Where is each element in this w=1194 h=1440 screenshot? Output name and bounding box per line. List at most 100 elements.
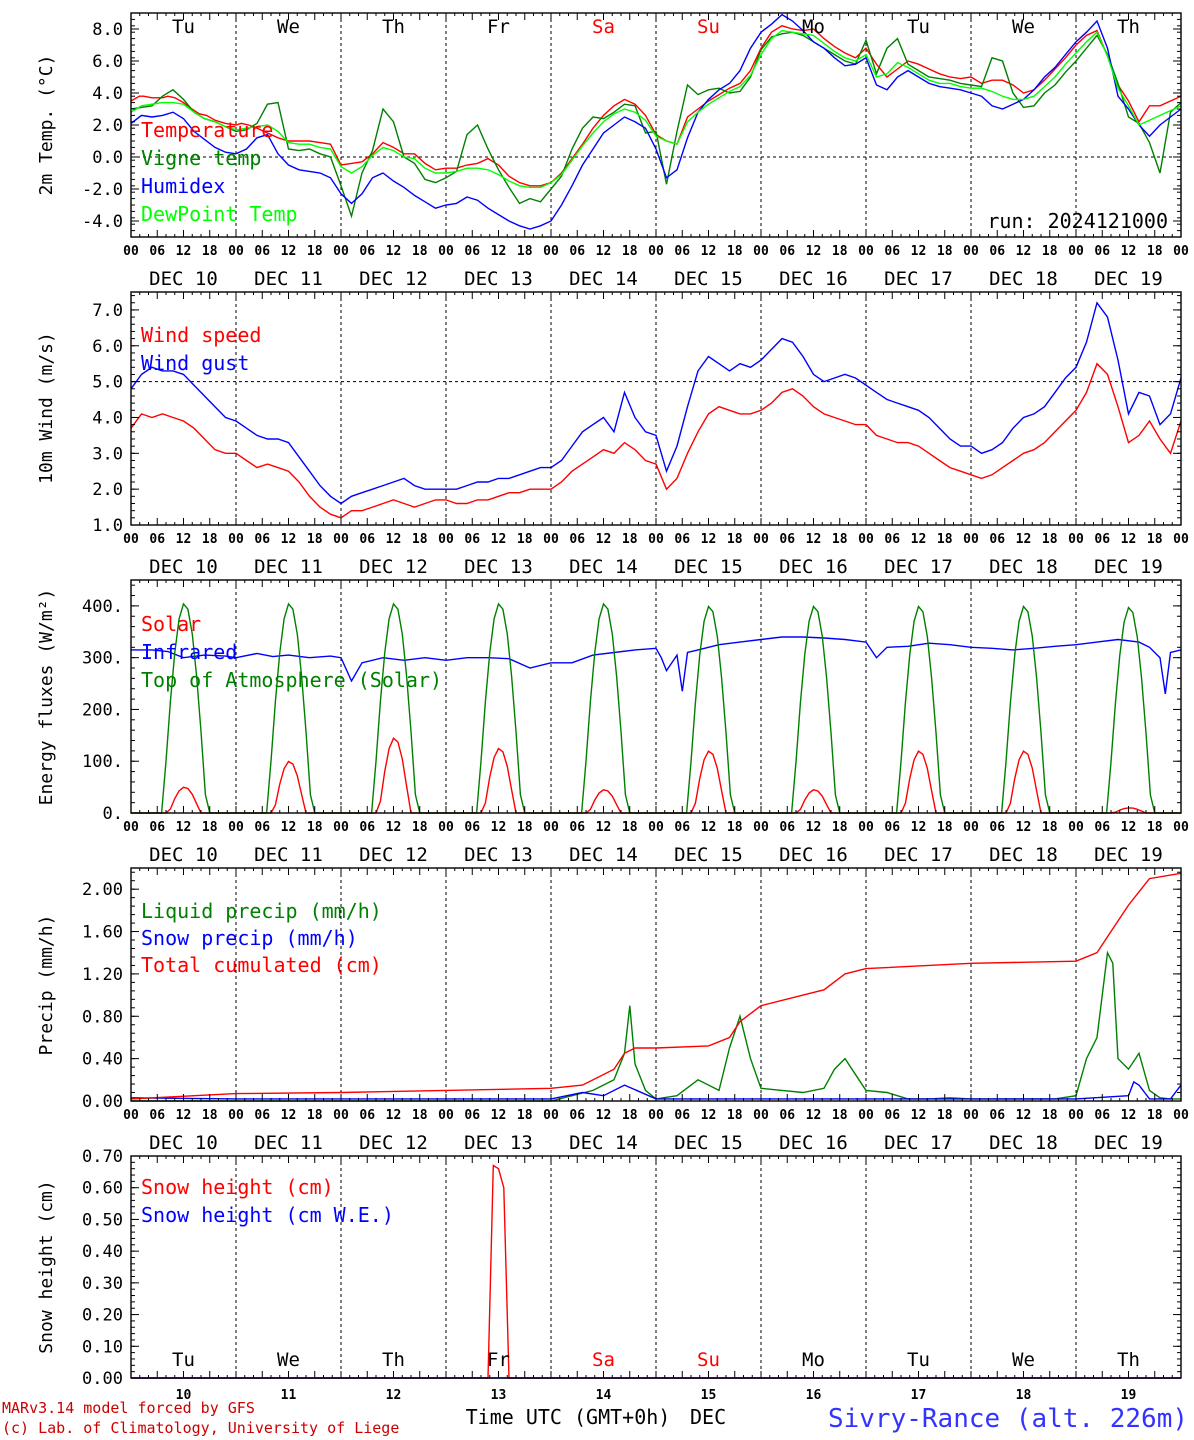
x-hour-label: 12 [701, 820, 717, 835]
weekday-label: Su [697, 1349, 720, 1371]
weekday-label: Th [1117, 1349, 1140, 1371]
x-hour-label: 06 [674, 1108, 690, 1123]
x-hour-label: 12 [596, 1108, 612, 1123]
legend-entry: Vigne temp [141, 146, 261, 170]
weekday-label: Sa [592, 1349, 615, 1371]
x-hour-label: 12 [596, 244, 612, 259]
x-hour-label: 12 [176, 244, 192, 259]
legend-entry: Wind gust [141, 351, 249, 375]
weekday-label: Fr [487, 1349, 510, 1371]
legend-entry: Top of Atmosphere (Solar) [141, 668, 442, 692]
x-hour-label: 06 [254, 1108, 270, 1123]
y-tick-label: 400. [82, 597, 123, 617]
x-hour-label: 06 [569, 1108, 585, 1123]
x-hour-label: 12 [1016, 820, 1032, 835]
date-label: DEC 13 [464, 844, 533, 866]
x-hour-label: 12 [1016, 1108, 1032, 1123]
y-tick-label: 0.30 [82, 1274, 123, 1294]
x-hour-label: 06 [884, 820, 900, 835]
x-hour-label: 18 [307, 532, 323, 547]
x-hour-label: 06 [149, 244, 165, 259]
y-axis-label: Precip (mm/h) [36, 915, 57, 1056]
x-hour-label: 00 [753, 244, 769, 259]
x-hour-label: 00 [438, 1108, 454, 1123]
y-tick-label: 6.0 [92, 337, 123, 357]
x-hour-label: 00 [753, 820, 769, 835]
x-hour-label: 06 [779, 820, 795, 835]
x-hour-label: 06 [254, 820, 270, 835]
x-hour-label: 00 [333, 820, 349, 835]
x-hour-label: 18 [727, 532, 743, 547]
date-label: DEC 10 [149, 844, 218, 866]
x-hour-label: 06 [359, 820, 375, 835]
y-tick-label: 0. [103, 804, 123, 824]
x-hour-label: 06 [989, 532, 1005, 547]
weekday-label: Tu [907, 16, 930, 38]
x-hour-label: 18 [1042, 820, 1058, 835]
x-hour-label: 18 [1147, 244, 1163, 259]
date-label: DEC 12 [359, 1132, 428, 1154]
x-hour-label: 18 [727, 244, 743, 259]
x-axis-label-suffix: DEC [690, 1405, 726, 1429]
y-tick-label: 0.20 [82, 1306, 123, 1326]
day-number-label: 18 [1016, 1388, 1032, 1403]
x-hour-label: 00 [228, 820, 244, 835]
x-hour-label: 18 [727, 820, 743, 835]
date-label: DEC 10 [149, 556, 218, 578]
series-line-1-1 [130, 25, 1182, 187]
x-hour-label: 06 [359, 1108, 375, 1123]
x-hour-label: 00 [648, 1108, 664, 1123]
legend-entry: Snow precip (mm/h) [141, 926, 358, 950]
y-tick-label: 5.0 [92, 373, 123, 393]
chart-panel-3: 0. 100. 200. 300. 400. Energy fluxes (W/m²) So… [36, 579, 1189, 866]
date-label: DEC 13 [464, 556, 533, 578]
date-label: DEC 19 [1094, 1132, 1163, 1154]
date-label: DEC 12 [359, 844, 428, 866]
x-hour-label: 12 [596, 820, 612, 835]
legend-entry: Snow height (cm) [141, 1175, 334, 1199]
x-hour-label: 18 [202, 820, 218, 835]
date-label: DEC 11 [254, 556, 323, 578]
x-hour-label: 18 [307, 1108, 323, 1123]
x-hour-label: 18 [727, 1108, 743, 1123]
series-line-1-4 [130, 29, 1182, 189]
x-hour-label: 06 [464, 1108, 480, 1123]
y-tick-label: 0.80 [82, 1007, 123, 1027]
date-label: DEC 14 [569, 268, 638, 290]
x-hour-label: 12 [1121, 1108, 1137, 1123]
x-hour-label: 12 [911, 1108, 927, 1123]
date-label: DEC 13 [464, 1132, 533, 1154]
x-hour-label: 06 [1094, 244, 1110, 259]
x-hour-label: 12 [806, 820, 822, 835]
x-hour-label: 18 [1147, 532, 1163, 547]
x-hour-label: 06 [674, 532, 690, 547]
weekday-label: Tu [172, 16, 195, 38]
weekday-label: Tu [172, 1349, 195, 1371]
x-hour-label: 12 [176, 1108, 192, 1123]
y-tick-label: 4.0 [92, 84, 123, 104]
date-label: DEC 15 [674, 268, 743, 290]
x-hour-label: 00 [858, 1108, 874, 1123]
date-label: DEC 17 [884, 268, 953, 290]
x-hour-label: 00 [543, 1108, 559, 1123]
x-hour-label: 18 [1042, 1108, 1058, 1123]
x-hour-label: 12 [386, 244, 402, 259]
x-hour-label: 00 [333, 532, 349, 547]
y-tick-label: 0.10 [82, 1337, 123, 1357]
y-tick-label: 0.60 [82, 1179, 123, 1199]
x-hour-label: 00 [123, 532, 139, 547]
x-hour-label: 06 [989, 244, 1005, 259]
x-hour-label: 12 [386, 532, 402, 547]
x-hour-label: 18 [832, 1108, 848, 1123]
date-label: DEC 15 [674, 1132, 743, 1154]
footer-model-line: MARv3.14 model forced by GFS [2, 1399, 255, 1417]
y-tick-label: 1.60 [82, 923, 123, 943]
x-hour-label: 00 [123, 1108, 139, 1123]
chart-panel-2: 1.0 2.0 3.0 4.0 5.0 6.0 7.0 10m Wind (m/s) Wind … [36, 291, 1189, 578]
x-hour-label: 18 [832, 244, 848, 259]
series-line-2-2 [130, 301, 1182, 505]
chart-panel-5: 0.00 0.10 0.20 0.30 0.40 0.50 0.60 0.70 Snow hei… [36, 1147, 1182, 1429]
y-tick-label: 0.40 [82, 1050, 123, 1070]
y-tick-label: 0.70 [82, 1147, 123, 1167]
